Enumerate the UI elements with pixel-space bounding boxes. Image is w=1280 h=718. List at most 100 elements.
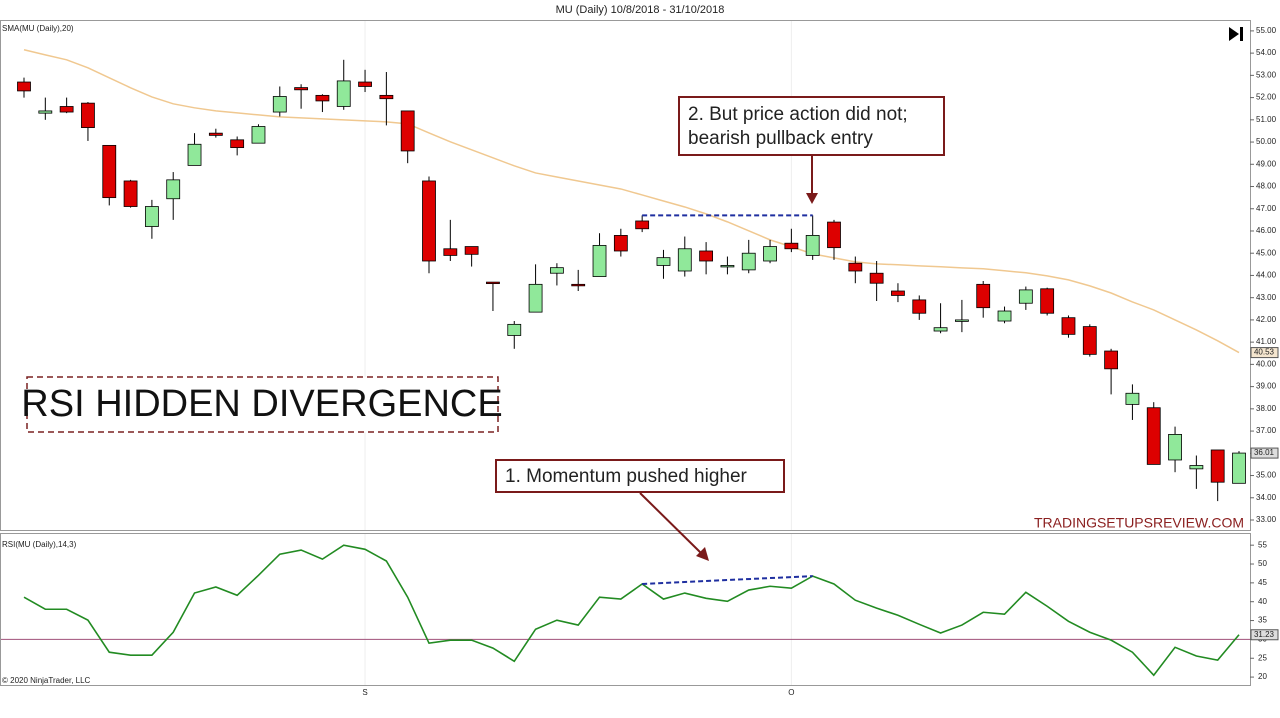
candle-body <box>17 81 31 92</box>
candle-body <box>1168 434 1182 461</box>
candle-body <box>294 87 309 91</box>
candle-body <box>123 180 138 207</box>
value-marker-label: 40.53 <box>1254 348 1275 357</box>
rsi-panel <box>0 533 1251 686</box>
y-tick-label: 20 <box>1258 672 1267 681</box>
y-tick-label: 53.00 <box>1256 70 1277 79</box>
candle-body <box>379 94 394 100</box>
sma-line <box>23 49 1240 354</box>
y-tick-label: 48.00 <box>1256 182 1277 191</box>
play-arrow[interactable] <box>1229 27 1239 41</box>
note-line: 1. Momentum pushed higher <box>505 466 748 487</box>
y-tick-label: 50.00 <box>1256 137 1277 146</box>
candle-body <box>1189 465 1204 470</box>
y-tick-label: 37.00 <box>1256 426 1277 435</box>
note-box <box>495 459 785 493</box>
value-marker <box>1250 629 1279 641</box>
candle-body <box>1061 317 1076 335</box>
candle-body <box>422 180 436 262</box>
note-box <box>678 96 945 156</box>
y-tick-label: 51.00 <box>1256 115 1277 124</box>
candle-body <box>656 257 671 266</box>
candle-body <box>699 250 714 262</box>
candle-body <box>1040 288 1055 314</box>
candle-body <box>997 310 1012 322</box>
candle-body <box>38 110 53 114</box>
value-marker-label: 36.01 <box>1254 448 1275 457</box>
candle-body <box>336 80 351 107</box>
y-tick-label: 50 <box>1258 559 1267 568</box>
candle-body <box>827 221 841 249</box>
y-tick-label: 33.00 <box>1256 515 1277 524</box>
y-tick-label: 46.00 <box>1256 226 1277 235</box>
candle-body <box>635 220 650 230</box>
rsi-label: RSI(MU (Daily),14,3) <box>2 540 77 549</box>
y-tick-label: 54.00 <box>1256 48 1277 57</box>
candle-body <box>1125 392 1140 405</box>
watermark: TRADINGSETUPSREVIEW.COM <box>1034 515 1244 531</box>
candle-body <box>720 265 735 268</box>
y-tick-label: 40 <box>1258 597 1267 606</box>
value-marker <box>1250 347 1279 359</box>
copyright: © 2020 NinjaTrader, LLC <box>2 676 91 685</box>
x-tick-label: O <box>788 688 794 697</box>
candle-body <box>81 102 95 129</box>
candle-body <box>187 143 202 166</box>
candle-body <box>613 235 628 252</box>
candle-body <box>976 283 991 309</box>
y-tick-label: 42.00 <box>1256 315 1277 324</box>
value-marker <box>1250 447 1279 459</box>
y-tick-label: 45 <box>1258 578 1267 587</box>
candle-body <box>528 283 543 313</box>
candle-body <box>507 323 522 336</box>
candle-body <box>677 248 692 272</box>
y-tick-label: 40.00 <box>1256 359 1277 368</box>
candle-body <box>848 262 863 272</box>
candle-body <box>102 144 117 199</box>
candle-body <box>933 327 948 332</box>
candle-body <box>1082 326 1097 355</box>
candle-body <box>59 106 74 113</box>
y-tick-label: 52.00 <box>1256 93 1277 102</box>
candle-body <box>272 96 287 113</box>
note-arrow <box>639 492 703 555</box>
y-tick-label: 55.00 <box>1256 26 1277 35</box>
note-arrowhead <box>806 193 818 204</box>
candle-body <box>805 235 820 256</box>
note-line: bearish pullback entry <box>688 128 873 149</box>
candle-body <box>763 246 777 262</box>
candle-body <box>869 272 884 284</box>
candle-body <box>912 299 927 314</box>
candle-body <box>549 267 564 274</box>
candle-body <box>741 252 756 271</box>
play-icon[interactable] <box>1229 27 1243 41</box>
y-tick-label: 49.00 <box>1256 159 1277 168</box>
y-tick-label: 34.00 <box>1256 493 1277 502</box>
headline-box <box>26 376 499 433</box>
candle-body <box>315 94 330 102</box>
divergence-line <box>642 575 813 585</box>
candle-body <box>1232 452 1246 484</box>
chart-title: MU (Daily) 10/8/2018 - 31/10/2018 <box>556 4 725 16</box>
sma-label: SMA(MU (Daily),20) <box>2 24 74 33</box>
y-tick-label: 45.00 <box>1256 248 1277 257</box>
headline: RSI HIDDEN DIVERGENCE <box>21 383 502 425</box>
y-tick-label: 47.00 <box>1256 204 1277 213</box>
note-arrowhead <box>696 547 709 561</box>
candle-body <box>784 242 799 250</box>
rsi-line <box>23 544 1240 677</box>
play-bar[interactable] <box>1240 27 1243 41</box>
candle-body <box>400 110 415 152</box>
candle-body <box>443 248 458 256</box>
candle-body <box>1018 289 1033 304</box>
candle-body <box>464 246 479 255</box>
candle-body <box>1104 350 1119 370</box>
candle-body <box>208 132 223 136</box>
value-marker-label: 31.23 <box>1254 630 1275 639</box>
candle-body <box>251 126 266 144</box>
candle-body <box>486 281 500 285</box>
y-tick-label: 35 <box>1258 616 1267 625</box>
y-tick-label: 38.00 <box>1256 404 1277 413</box>
